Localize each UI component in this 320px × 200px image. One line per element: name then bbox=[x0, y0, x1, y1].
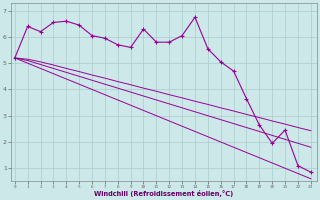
X-axis label: Windchill (Refroidissement éolien,°C): Windchill (Refroidissement éolien,°C) bbox=[94, 190, 234, 197]
